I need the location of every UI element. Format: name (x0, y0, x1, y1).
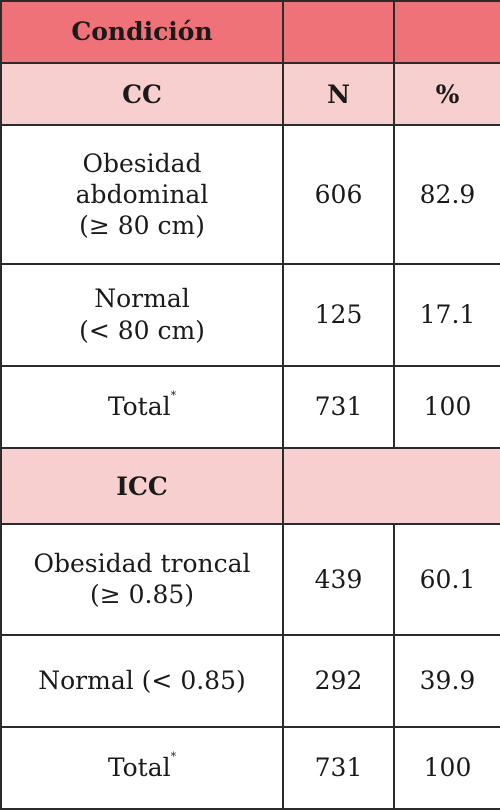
row-n: 731 (283, 366, 394, 448)
row-n: 439 (283, 524, 394, 634)
row-label: Obesidad abdominal (≥ 80 cm) (1, 125, 283, 263)
header-condicion: Condición (1, 1, 283, 63)
table-row-total: Total* 731 100 (1, 366, 500, 448)
row-pct: 100 (394, 727, 500, 809)
total-label: Total (108, 392, 171, 421)
table-row: Normal (< 80 cm) 125 17.1 (1, 264, 500, 366)
row-n: 292 (283, 635, 394, 727)
row-label: Normal (< 0.85) (1, 635, 283, 727)
row-n: 125 (283, 264, 394, 366)
footnote-mark: * (171, 750, 177, 763)
table-row-total: Total* 731 100 (1, 727, 500, 809)
row-label: Total* (1, 727, 283, 809)
row-label-line: Obesidad (82, 149, 201, 178)
row-label: Total* (1, 366, 283, 448)
row-pct: 17.1 (394, 264, 500, 366)
row-pct: 82.9 (394, 125, 500, 263)
row-pct: 39.9 (394, 635, 500, 727)
row-label-line: (≥ 80 cm) (79, 211, 205, 240)
row-label: Obesidad troncal (≥ 0.85) (1, 524, 283, 634)
cc-subheader-row: CC N % (1, 63, 500, 125)
row-label-line: (≥ 0.85) (90, 580, 194, 609)
row-pct: 100 (394, 366, 500, 448)
total-label: Total (108, 753, 171, 782)
table-header-row: Condición (1, 1, 500, 63)
header-empty-pct (394, 1, 500, 63)
row-label-line: Normal (94, 284, 189, 313)
table-row: Normal (< 0.85) 292 39.9 (1, 635, 500, 727)
row-label: Normal (< 80 cm) (1, 264, 283, 366)
icc-label: ICC (1, 448, 283, 524)
cc-n-header: N (283, 63, 394, 125)
row-n: 606 (283, 125, 394, 263)
row-label-line: Obesidad troncal (33, 549, 250, 578)
icc-empty (283, 448, 500, 524)
table-row: Obesidad abdominal (≥ 80 cm) 606 82.9 (1, 125, 500, 263)
cc-pct-header: % (394, 63, 500, 125)
table-row: Obesidad troncal (≥ 0.85) 439 60.1 (1, 524, 500, 634)
icc-subheader-row: ICC (1, 448, 500, 524)
row-pct: 60.1 (394, 524, 500, 634)
footnote-mark: * (171, 389, 177, 402)
cc-label: CC (1, 63, 283, 125)
row-n: 731 (283, 727, 394, 809)
row-label-line: (< 80 cm) (79, 316, 205, 345)
header-empty-n (283, 1, 394, 63)
row-label-line: abdominal (76, 180, 209, 209)
